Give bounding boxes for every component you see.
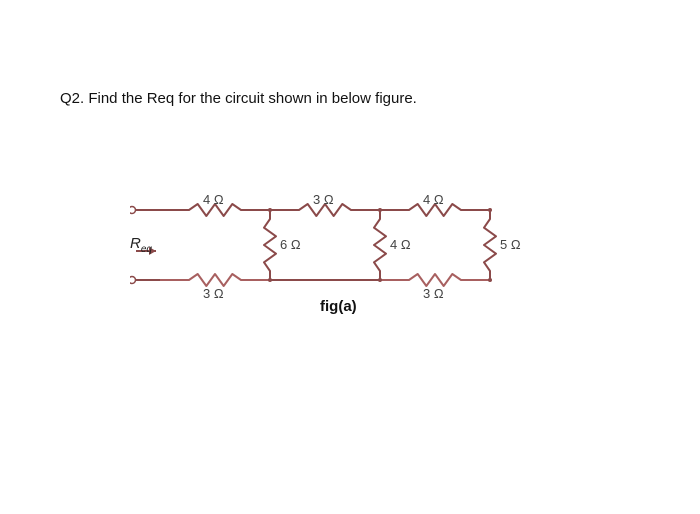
- req-label: Req: [130, 235, 152, 255]
- resistor-label-bot-2: 3 Ω: [423, 286, 444, 301]
- resistor-label-bot-0: 3 Ω: [203, 286, 224, 301]
- figure-caption: fig(a): [320, 298, 357, 315]
- resistor-label-top-1: 3 Ω: [313, 192, 334, 207]
- req-subscript: eq: [141, 244, 152, 255]
- resistor-label-top-2: 4 Ω: [423, 192, 444, 207]
- resistor-label-mid-2: 5 Ω: [500, 237, 521, 252]
- resistor-label-mid-0: 6 Ω: [280, 237, 301, 252]
- resistor-label-mid-1: 4 Ω: [390, 237, 411, 252]
- req-symbol: R: [130, 235, 141, 252]
- question-text: Q2. Find the Req for the circuit shown i…: [60, 90, 417, 107]
- circuit-diagram: Req 4 Ω 3 Ω 4 Ω 3 Ω 3 Ω 6 Ω 4 Ω 5 Ω fig(…: [130, 190, 550, 315]
- resistor-label-top-0: 4 Ω: [203, 192, 224, 207]
- circuit-svg: [130, 190, 550, 310]
